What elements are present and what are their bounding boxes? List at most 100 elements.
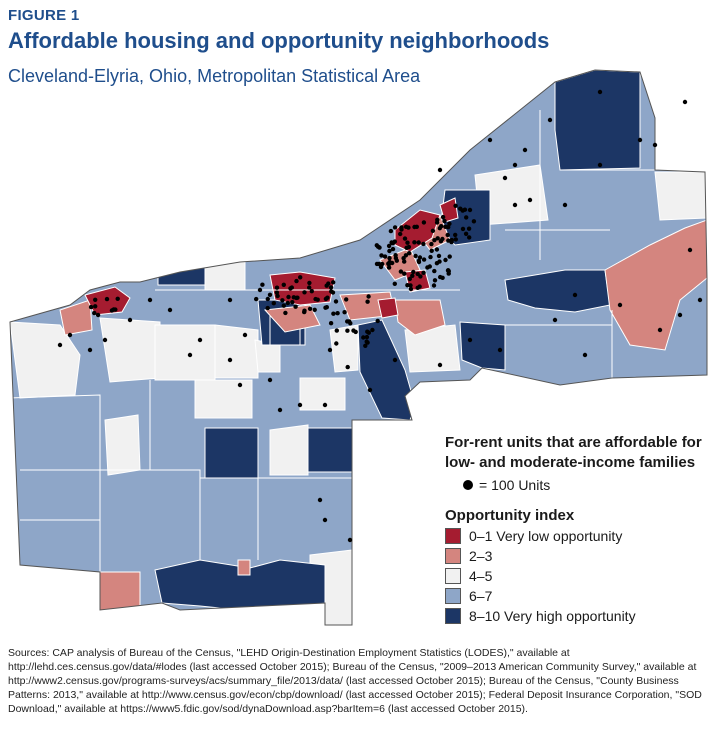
unit-dot xyxy=(421,220,427,225)
unit-dot xyxy=(322,517,328,523)
unit-dot xyxy=(432,278,438,283)
unit-dot xyxy=(445,232,450,238)
unit-dot xyxy=(237,382,243,388)
unit-dot xyxy=(413,253,418,259)
unit-dot xyxy=(440,275,445,280)
unit-dot xyxy=(446,238,451,243)
figure-label: FIGURE 1 xyxy=(8,7,80,24)
unit-dot xyxy=(682,99,688,105)
unit-dot xyxy=(333,299,339,304)
unit-dot xyxy=(283,310,288,316)
unit-dot xyxy=(315,297,320,302)
unit-dot xyxy=(274,290,280,295)
unit-dot xyxy=(345,328,350,333)
unit-dot xyxy=(302,308,307,313)
sources-note: Sources: CAP analysis of Bureau of the C… xyxy=(8,647,702,715)
unit-dot xyxy=(275,293,280,299)
unit-dot xyxy=(429,248,434,253)
unit-dot xyxy=(408,286,414,292)
unit-dot xyxy=(386,265,392,270)
dot-icon xyxy=(463,480,473,490)
unit-dot xyxy=(370,327,375,333)
unit-dot xyxy=(415,271,420,277)
unit-dot xyxy=(432,238,437,243)
unit-dot xyxy=(365,340,370,345)
unit-dot xyxy=(257,287,263,293)
unit-dot xyxy=(227,357,233,363)
unit-dot xyxy=(652,142,658,148)
unit-dot xyxy=(392,357,398,363)
for-rent-unit-dots xyxy=(57,89,703,543)
unit-dot xyxy=(297,402,303,408)
unit-dot xyxy=(281,303,286,308)
legend-swatch xyxy=(445,548,461,564)
unit-dot xyxy=(374,243,379,248)
unit-dot xyxy=(57,342,63,348)
unit-dot xyxy=(389,240,394,245)
unit-dot xyxy=(322,402,328,408)
unit-dot xyxy=(88,304,94,310)
legend-item-0-1: 0–1 Very low opportunity xyxy=(445,528,715,544)
unit-dot xyxy=(431,283,437,288)
unit-dot xyxy=(147,297,153,303)
unit-dot xyxy=(367,387,373,393)
unit-dot xyxy=(104,296,110,302)
unit-dot xyxy=(197,337,203,343)
regions-8-10 xyxy=(154,70,641,613)
unit-dot xyxy=(562,202,568,208)
unit-dot xyxy=(115,296,120,301)
unit-dot xyxy=(403,253,409,258)
legend-item-8-10: 8–10 Very high opportunity xyxy=(445,608,715,624)
legend-units-title: For-rent units that are affordable for l… xyxy=(445,434,702,471)
legend-swatch xyxy=(445,608,461,624)
unit-dot xyxy=(398,269,404,274)
unit-dot xyxy=(547,117,553,123)
unit-dot xyxy=(453,232,458,238)
unit-dot xyxy=(113,307,118,312)
legend-swatch xyxy=(445,588,461,604)
unit-dot xyxy=(344,297,349,302)
unit-dot xyxy=(382,254,388,259)
unit-dot xyxy=(281,282,286,287)
unit-dot xyxy=(467,207,473,213)
unit-dot xyxy=(392,281,397,286)
map xyxy=(9,69,708,626)
unit-dot xyxy=(512,162,518,168)
unit-dot xyxy=(405,240,410,245)
unit-dot xyxy=(467,337,473,343)
unit-dot xyxy=(522,147,528,153)
unit-dot xyxy=(502,175,508,181)
unit-dot xyxy=(92,310,97,316)
unit-dot xyxy=(410,273,415,278)
unit-dot xyxy=(254,296,259,302)
unit-dot xyxy=(434,261,440,266)
unit-dot xyxy=(417,255,423,260)
unit-dot xyxy=(271,301,276,306)
unit-dot xyxy=(67,332,73,338)
unit-dot xyxy=(390,260,395,266)
unit-dot xyxy=(290,300,295,305)
unit-dot xyxy=(375,318,380,324)
unit-dot xyxy=(447,221,452,226)
legend-item-4-5: 4–5 xyxy=(445,568,715,584)
unit-dot xyxy=(127,317,133,323)
unit-dot xyxy=(408,283,413,288)
unit-dot xyxy=(434,220,440,225)
unit-dot xyxy=(417,284,422,289)
unit-dot xyxy=(677,312,683,318)
unit-dot xyxy=(416,258,421,264)
unit-dot xyxy=(387,248,392,254)
unit-dot xyxy=(374,261,380,267)
unit-dot xyxy=(312,307,317,312)
unit-dot xyxy=(402,236,408,241)
legend-item-label: 4–5 xyxy=(469,568,493,584)
unit-dot xyxy=(364,334,370,340)
unit-dot xyxy=(428,254,433,260)
unit-dot xyxy=(406,225,411,230)
unit-dot xyxy=(307,306,313,311)
unit-dot xyxy=(267,292,273,297)
unit-dot xyxy=(363,343,368,348)
legend: For-rent units that are affordable for l… xyxy=(445,433,715,624)
unit-dot xyxy=(353,329,358,335)
unit-dot xyxy=(298,275,303,280)
